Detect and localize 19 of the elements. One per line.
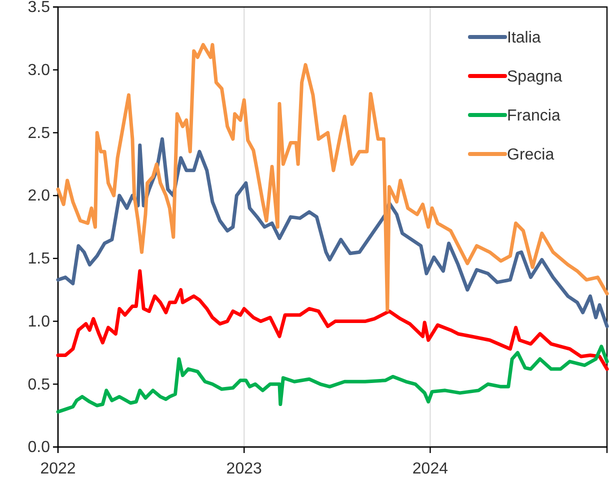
legend-label: Spagna (507, 68, 562, 86)
y-tick-label: 2.5 (28, 124, 50, 142)
y-tick-label: 0.5 (28, 376, 50, 394)
y-tick-label: 1.0 (28, 313, 50, 330)
y-tick-label: 3.0 (28, 62, 50, 79)
line-series (56, 42, 609, 312)
line-series (56, 344, 609, 414)
legend-label: Francia (507, 108, 560, 125)
x-tick-label: 2022 (40, 460, 76, 478)
x-tick-label: 2023 (226, 460, 262, 478)
y-tick-label: 3.5 (28, 0, 50, 16)
legend-label: Grecia (507, 146, 554, 164)
x-tick-label: 2024 (412, 460, 448, 478)
y-tick-label: 1.5 (28, 250, 50, 268)
legend-label: Italia (507, 30, 541, 47)
y-tick-label: 2.0 (28, 188, 50, 205)
y-tick-label: 0.0 (28, 439, 50, 456)
line-series (56, 137, 609, 328)
line-series (56, 269, 609, 371)
